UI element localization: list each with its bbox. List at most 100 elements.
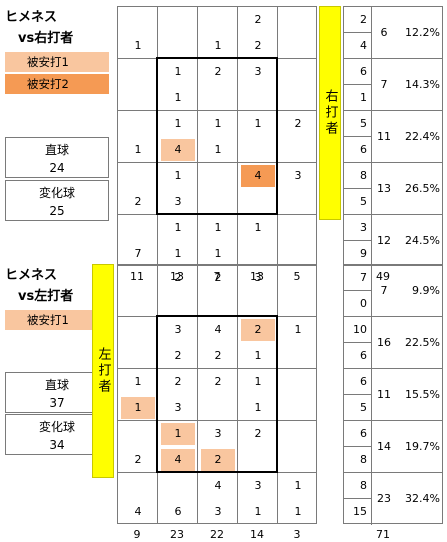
column-total: 14 bbox=[250, 528, 264, 541]
grid-cell bbox=[121, 61, 155, 83]
grid-cell: 3 bbox=[254, 479, 262, 492]
row-sub-top: 5 bbox=[344, 111, 372, 137]
row-total: 13 bbox=[372, 163, 396, 215]
grid-cell: 4 bbox=[161, 449, 195, 471]
grid-cell: 1 bbox=[214, 117, 222, 130]
grid-cell bbox=[121, 475, 155, 497]
row-summary-table: 7 0 7 9.9% 10 6 16 22.5% 6 5 11 15.5% 6 8 14 19.7% 8 15 23… bbox=[343, 264, 443, 525]
row-total: 23 bbox=[377, 492, 391, 505]
grid-cell: 1 bbox=[254, 375, 262, 388]
grid-cell: 1 bbox=[174, 91, 182, 104]
grid-cell: 1 bbox=[134, 375, 142, 388]
grid-col-line bbox=[237, 7, 238, 265]
grid-cell bbox=[281, 371, 315, 393]
grid-cell: 2 bbox=[214, 349, 222, 362]
grid-cell: 4 bbox=[214, 323, 222, 336]
grid-cell: 1 bbox=[174, 221, 182, 234]
grid-cell: 1 bbox=[294, 323, 302, 336]
column-total: 5 bbox=[293, 270, 301, 283]
grid-cell: 2 bbox=[254, 427, 262, 440]
pitch-type-label: 直球 bbox=[44, 143, 69, 157]
row-sub-bottom: 0 bbox=[344, 291, 372, 317]
row-percent: 12.2% bbox=[396, 7, 442, 59]
grid-cell: 2 bbox=[174, 349, 182, 362]
grid-cell: 2 bbox=[254, 13, 262, 26]
row-sub-bottom: 8 bbox=[344, 447, 372, 473]
grid-cell bbox=[121, 423, 155, 445]
grid-col-line bbox=[197, 265, 198, 523]
grid-cell: 1 bbox=[174, 117, 182, 130]
grid-row-line bbox=[118, 162, 316, 163]
column-total: 9 bbox=[133, 528, 141, 541]
grand-total: 71 bbox=[376, 528, 390, 541]
grid-cell: 2 bbox=[254, 39, 262, 52]
grid-cell bbox=[281, 345, 315, 367]
grid-cell bbox=[121, 165, 155, 187]
grid-cell bbox=[281, 423, 315, 445]
row-sub-bottom: 5 bbox=[344, 395, 372, 421]
grid-cell: 1 bbox=[294, 479, 302, 492]
row-percent: 22.4% bbox=[396, 111, 442, 163]
grid-cell: 4 bbox=[214, 479, 222, 492]
column-total: 7 bbox=[213, 270, 221, 283]
grand-total: 49 bbox=[376, 270, 390, 283]
row-percent: 14.3% bbox=[396, 59, 442, 111]
pitch-type-label: 直球 bbox=[44, 378, 69, 392]
row-sub-top: 8 bbox=[344, 473, 372, 499]
grid-cell: 4 bbox=[134, 505, 142, 518]
grid-cell: 4 bbox=[241, 165, 275, 187]
row-percent: 15.5% bbox=[396, 369, 442, 421]
grid-cell: 7 bbox=[134, 247, 142, 260]
grid-cell: 1 bbox=[254, 349, 262, 362]
grid-cell: 3 bbox=[254, 271, 262, 284]
pitch-type-box-breaking: 変化球 25 bbox=[5, 180, 109, 221]
row-percent: 26.5% bbox=[396, 163, 442, 215]
grid-cell: 2 bbox=[214, 375, 222, 388]
row-total: 6 bbox=[372, 7, 396, 59]
grid-cell bbox=[121, 293, 155, 315]
grid-cell: 3 bbox=[174, 401, 182, 414]
batter-side-label: 右打者 bbox=[319, 6, 341, 220]
legend-hit-1: 被安打1 bbox=[5, 52, 109, 72]
grid-col-line bbox=[237, 265, 238, 523]
grid-cell: 1 bbox=[254, 221, 262, 234]
grid-cell bbox=[161, 9, 195, 31]
column-total: 13 bbox=[170, 270, 184, 283]
row-total: 12 bbox=[377, 234, 391, 247]
grid-cell bbox=[281, 243, 315, 265]
grid-cell: 4 bbox=[161, 139, 195, 161]
grid-cell bbox=[281, 267, 315, 289]
row-total: 14 bbox=[372, 421, 396, 473]
grid-cell: 2 bbox=[174, 271, 182, 284]
panel-title-line1: ヒメネス bbox=[5, 10, 58, 25]
panel-title-line2: vs右打者 bbox=[18, 31, 74, 46]
grid-cell bbox=[121, 87, 155, 109]
row-percent: 24.5% bbox=[405, 234, 440, 247]
pitch-type-count: 34 bbox=[49, 438, 65, 452]
grid-cell bbox=[161, 293, 195, 315]
grid-cell bbox=[161, 35, 195, 57]
grid-cell: 2 bbox=[174, 375, 182, 388]
pitch-type-count: 24 bbox=[49, 161, 65, 175]
column-total: 23 bbox=[170, 528, 184, 541]
column-total: 13 bbox=[250, 270, 264, 283]
grid-cell bbox=[281, 35, 315, 57]
grid-cell: 1 bbox=[134, 39, 142, 52]
grid-cell: 1 bbox=[214, 247, 222, 260]
row-sub-top: 7 bbox=[344, 265, 372, 291]
row-total: 16 bbox=[372, 317, 396, 369]
grid-cell bbox=[241, 293, 275, 315]
pitch-type-count: 25 bbox=[49, 204, 65, 218]
grid-cell: 1 bbox=[214, 143, 222, 156]
grid-cell: 6 bbox=[174, 505, 182, 518]
grid-cell bbox=[121, 9, 155, 31]
grid-cell bbox=[281, 397, 315, 419]
row-summary-table: 2 4 6 12.2% 6 1 7 14.3% 5 6 11 22.4% 8 5 13 26.5% 3 9 12 24… bbox=[343, 6, 443, 267]
strike-zone bbox=[156, 57, 278, 215]
grid-cell: 3 bbox=[214, 427, 222, 440]
grid-cell bbox=[121, 345, 155, 367]
row-percent: 9.9% bbox=[396, 265, 442, 317]
grid-row-line bbox=[118, 368, 316, 369]
grid-cell bbox=[281, 449, 315, 471]
pitch-type-label: 変化球 bbox=[38, 186, 75, 200]
